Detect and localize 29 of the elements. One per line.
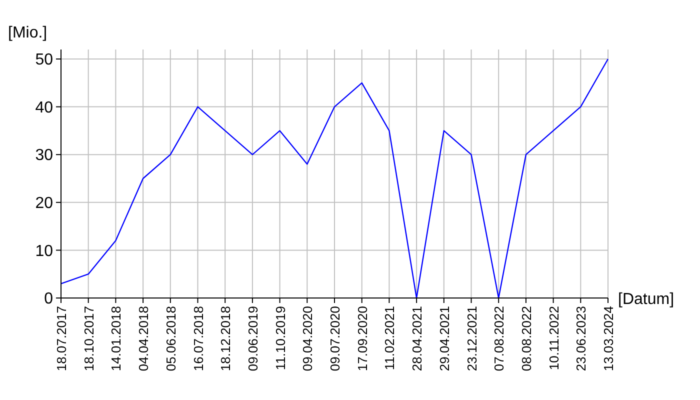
x-tick-label: 11.10.2019: [272, 306, 288, 370]
x-tick-label: 09.04.2020: [300, 306, 316, 372]
y-tick-label: 50: [35, 52, 54, 69]
x-tick-label: 17.09.2020: [354, 306, 370, 372]
x-tick-label: 10.11.2022: [546, 306, 562, 370]
x-tick-label: 11.02.2021: [382, 306, 398, 370]
x-tick-label: 18.10.2017: [81, 306, 96, 372]
y-tick-label: 20: [35, 195, 54, 212]
x-tick-label: 29.04.2021: [436, 306, 452, 372]
x-tick-label: 14.01.2018: [108, 306, 124, 372]
x-tick-label: 05.06.2018: [163, 306, 178, 372]
x-tick-label: 16.07.2018: [190, 306, 206, 372]
y-axis-title: [Mio.]: [8, 24, 48, 42]
x-tick-label: 09.06.2019: [245, 306, 260, 372]
y-tick-label: 10: [35, 242, 54, 260]
x-tick-label: 18.07.2017: [54, 306, 69, 372]
x-tick-label: 07.08.2022: [492, 306, 507, 372]
x-tick-label: 08.08.2022: [518, 306, 534, 372]
y-tick-label: 40: [35, 99, 54, 116]
y-tick-label: 30: [35, 147, 54, 164]
x-tick-label: 28.04.2021: [410, 306, 425, 372]
y-tick-label: 0: [44, 290, 54, 308]
x-tick-label: 23.06.2023: [574, 306, 589, 372]
x-tick-label: 18.12.2018: [218, 306, 234, 372]
x-tick-label: 23.12.2021: [464, 306, 480, 372]
x-axis-title: [Datum]: [618, 291, 674, 308]
x-tick-label: 13.03.2024: [601, 306, 616, 372]
x-tick-label: 09.07.2020: [328, 306, 342, 372]
x-tick-label: 04.04.2018: [136, 306, 152, 372]
